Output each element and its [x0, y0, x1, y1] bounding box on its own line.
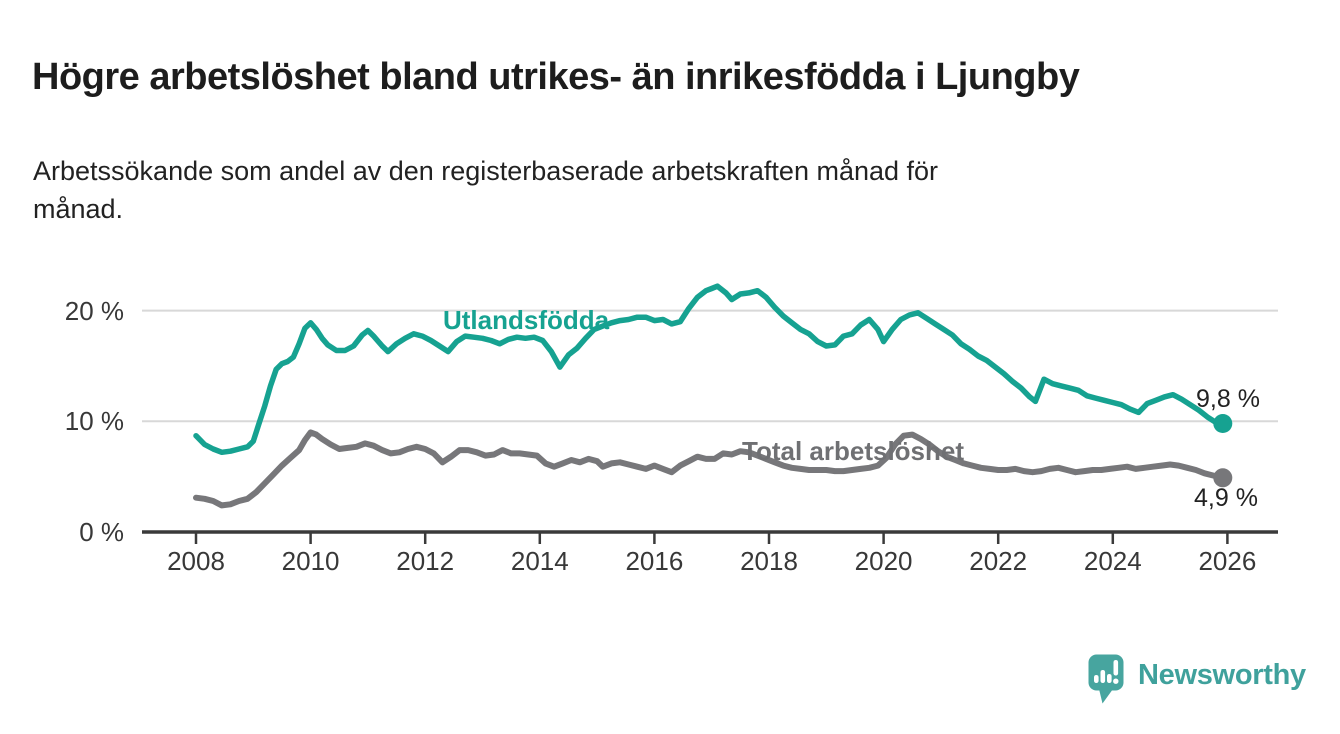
newsworthy-logo-icon — [1088, 654, 1124, 704]
x-tick-label: 2018 — [740, 546, 798, 576]
y-tick-label: 0 % — [79, 517, 124, 547]
chart-title: Högre arbetslöshet bland utrikes- än inr… — [32, 56, 1080, 99]
series-label-utlandsfodda: Utlandsfödda — [443, 305, 610, 335]
x-tick-label: 2008 — [167, 546, 225, 576]
chart-subtitle-line2: månad. — [33, 193, 124, 224]
x-tick-label: 2010 — [281, 546, 340, 576]
chart-subtitle: Arbetssökande som andel av den registerb… — [33, 153, 1263, 229]
x-tick-label: 2022 — [969, 546, 1028, 576]
x-tick-label: 2016 — [625, 546, 684, 576]
end-value-label-utlandsfodda: 9,8 % — [1196, 385, 1260, 413]
brand-name: Newsworthy — [1138, 659, 1306, 691]
x-tick-label: 2012 — [396, 546, 455, 576]
x-tick-label: 2024 — [1083, 546, 1142, 576]
x-tick-label: 2026 — [1198, 546, 1257, 576]
y-tick-label: 10 % — [64, 406, 124, 437]
chart-subtitle-line1: Arbetssökande som andel av den registerb… — [33, 156, 939, 186]
x-tick-label: 2014 — [510, 546, 569, 576]
series-label-total-arbetsloshet: Total arbetslöshet — [742, 436, 965, 466]
brand-footer: Newsworthy — [1088, 654, 1306, 704]
x-tick-label: 2020 — [854, 546, 913, 576]
end-value-label-total: 4,9 % — [1194, 484, 1258, 512]
y-tick-label: 20 % — [64, 295, 124, 326]
